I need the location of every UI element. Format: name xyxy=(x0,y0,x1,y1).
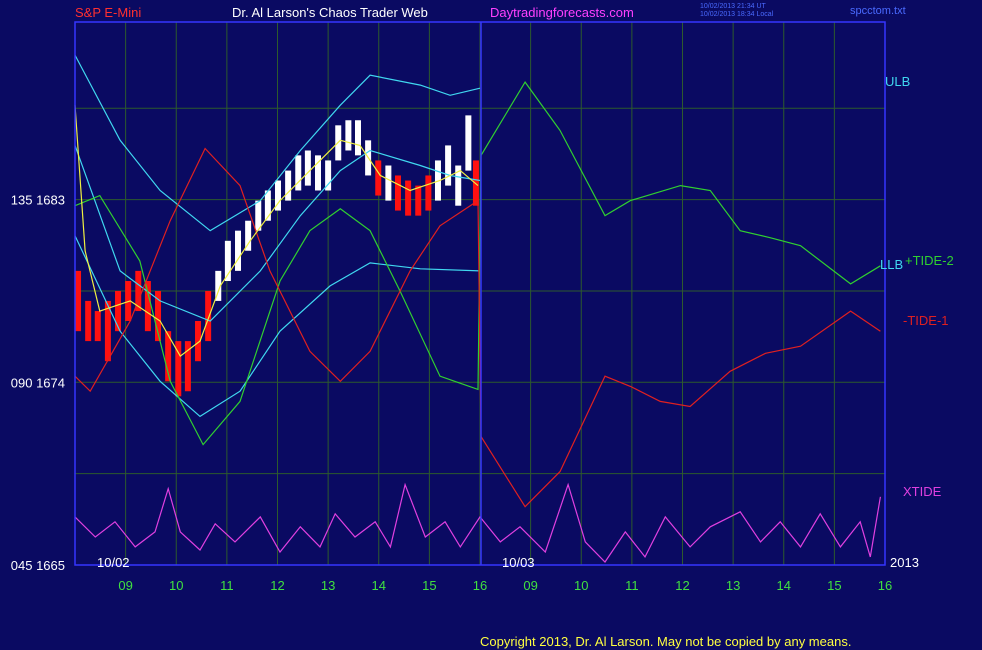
price-bar xyxy=(304,150,311,186)
price-bar xyxy=(385,165,392,201)
plot-border xyxy=(74,21,886,566)
timestamp: 10/02/2013 21:34 UT xyxy=(700,3,766,10)
site: Daytradingforecasts.com xyxy=(490,5,634,20)
price-bar xyxy=(175,341,182,397)
price-bar xyxy=(215,270,222,301)
legend-label: +TIDE-2 xyxy=(905,253,954,268)
symbol: S&P E-Mini xyxy=(75,5,141,20)
x-tick-label: 11 xyxy=(625,578,639,593)
y-tick-label: 135 1683 xyxy=(11,193,65,208)
price-bar xyxy=(165,331,172,382)
price-bar xyxy=(325,160,332,191)
labels: 135 1683 090 1674 045 1665 09 10 11 12 13 14 15 16… xyxy=(11,74,954,593)
x-tick-label: 10 xyxy=(574,578,588,593)
x-tick-label: 11 xyxy=(220,578,234,593)
date-label: 10/02 xyxy=(97,555,130,570)
price-bar xyxy=(75,270,82,332)
y-tick-label: 090 1674 xyxy=(11,375,65,390)
price-bar xyxy=(195,321,202,362)
y-tick-label: 045 1665 xyxy=(11,558,65,573)
price-bar xyxy=(135,270,142,312)
price-bar xyxy=(375,160,382,196)
file-name: spcctom.txt xyxy=(850,5,906,17)
price-bar xyxy=(155,290,162,342)
date-label: 10/03 xyxy=(502,555,535,570)
chart-title: Dr. Al Larson's Chaos Trader Web xyxy=(232,5,428,20)
legend-label: XTIDE xyxy=(903,484,942,499)
price-bar xyxy=(255,200,262,231)
year-label: 2013 xyxy=(890,555,919,570)
price-bar xyxy=(295,155,302,191)
price-bar xyxy=(285,170,292,201)
series-line xyxy=(74,54,481,232)
x-tick-label: 13 xyxy=(321,578,335,593)
price-bar xyxy=(94,311,101,342)
x-tick-label: 12 xyxy=(675,578,689,593)
price-bar xyxy=(394,175,401,211)
series-line xyxy=(74,147,881,508)
copyright: Copyright 2013, Dr. Al Larson. May not b… xyxy=(480,634,851,649)
x-tick-label: 14 xyxy=(372,578,386,593)
legend-label: -TIDE-1 xyxy=(903,313,949,328)
price-bar xyxy=(445,145,452,186)
series-line xyxy=(74,235,481,418)
price-bar xyxy=(224,240,231,282)
series-line xyxy=(74,105,479,357)
price-bar xyxy=(144,281,151,332)
price-bar xyxy=(245,220,252,251)
x-tick-label: 15 xyxy=(827,578,841,593)
x-tick-label: 15 xyxy=(422,578,436,593)
price-bar xyxy=(465,115,472,171)
price-bar xyxy=(315,155,321,191)
x-tick-label: 09 xyxy=(118,578,132,593)
plot xyxy=(74,54,881,563)
x-tick-label: 16 xyxy=(473,578,487,593)
price-bar xyxy=(434,160,441,201)
price-bar xyxy=(85,300,92,342)
price-bar xyxy=(455,165,462,206)
x-tick-label: 13 xyxy=(726,578,740,593)
price-bar xyxy=(425,175,432,211)
x-tick-label: 12 xyxy=(270,578,284,593)
price-bar xyxy=(205,290,212,342)
price-bar xyxy=(264,190,271,221)
price-bar xyxy=(104,300,111,362)
legend-label: LLB xyxy=(880,257,903,272)
x-tick-label: 16 xyxy=(878,578,892,593)
price-bar xyxy=(184,341,191,392)
price-bar xyxy=(405,180,412,216)
series-line xyxy=(74,81,881,446)
price-bar xyxy=(275,180,282,211)
price-bar xyxy=(415,185,422,216)
x-tick-label: 09 xyxy=(523,578,537,593)
legend-label: ULB xyxy=(885,74,910,89)
price-bar xyxy=(472,160,479,206)
price-bar xyxy=(354,120,361,156)
price-bar xyxy=(235,230,242,271)
timestamp: 10/02/2013 18:34 Local xyxy=(700,11,774,18)
price-bar xyxy=(115,290,122,332)
x-tick-label: 14 xyxy=(777,578,791,593)
x-tick-label: 10 xyxy=(169,578,183,593)
series-line xyxy=(74,482,881,563)
price-bar xyxy=(345,120,352,151)
